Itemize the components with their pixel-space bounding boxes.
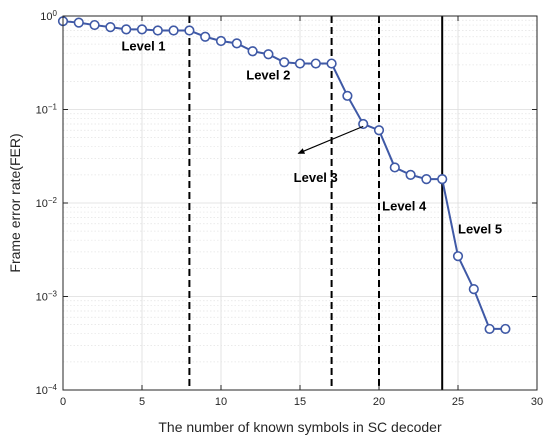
data-point xyxy=(389,162,400,173)
data-point xyxy=(263,49,274,60)
data-point xyxy=(500,323,511,335)
y-tick-label: 10−1 xyxy=(36,102,58,117)
data-point xyxy=(184,25,195,36)
data-point xyxy=(89,19,100,31)
data-point xyxy=(373,125,385,136)
data-point xyxy=(279,57,290,68)
data-point xyxy=(215,35,227,47)
data-point xyxy=(247,46,258,57)
y-tick-label: 100 xyxy=(40,9,57,24)
y-axis: 10−4 10−3 10−2 10−1 100 xyxy=(36,9,537,398)
x-tick-label: 5 xyxy=(139,396,145,408)
x-tick-label: 20 xyxy=(373,396,385,408)
data-point xyxy=(358,118,369,130)
data-point xyxy=(152,25,163,36)
data-point xyxy=(452,251,464,262)
x-tick-label: 15 xyxy=(294,396,306,408)
x-tick-label: 0 xyxy=(60,396,66,408)
data-point xyxy=(421,174,432,185)
y-axis-title: Frame error rate(FER) xyxy=(7,133,23,272)
x-tick-label: 30 xyxy=(531,396,543,408)
annotations: Level 1 Level 2 Level 3 Level 4 Level 5 xyxy=(121,38,502,236)
x-tick-label: 25 xyxy=(452,396,464,408)
level-label: Level 5 xyxy=(458,222,502,237)
level-3-arrow xyxy=(297,125,364,154)
x-axis-title: The number of known symbols in SC decode… xyxy=(158,419,442,435)
y-tick-label: 10−2 xyxy=(36,196,58,211)
series-fer xyxy=(57,16,511,335)
data-point xyxy=(310,58,321,69)
x-axis: 0 5 10 15 20 25 30 xyxy=(60,16,543,408)
data-point xyxy=(121,24,132,35)
data-point xyxy=(437,174,448,185)
data-point xyxy=(73,17,84,28)
x-tick-label: 10 xyxy=(215,396,227,408)
data-point xyxy=(231,38,242,49)
data-point xyxy=(136,24,148,35)
level-label: Level 2 xyxy=(246,67,290,82)
data-point xyxy=(405,169,416,180)
y-tick-label: 10−4 xyxy=(36,383,58,398)
level-label: Level 1 xyxy=(121,38,165,53)
data-point xyxy=(342,90,353,101)
data-point xyxy=(484,323,495,335)
data-point xyxy=(105,22,116,33)
level-label: Level 3 xyxy=(294,170,338,185)
data-point xyxy=(468,283,479,295)
level-boundaries xyxy=(188,16,444,390)
data-point xyxy=(294,58,306,69)
data-point xyxy=(326,58,337,69)
y-tick-label: 10−3 xyxy=(36,289,58,304)
data-point xyxy=(200,31,211,42)
data-point xyxy=(168,25,179,36)
grid xyxy=(63,16,537,390)
level-label: Level 4 xyxy=(382,199,427,214)
